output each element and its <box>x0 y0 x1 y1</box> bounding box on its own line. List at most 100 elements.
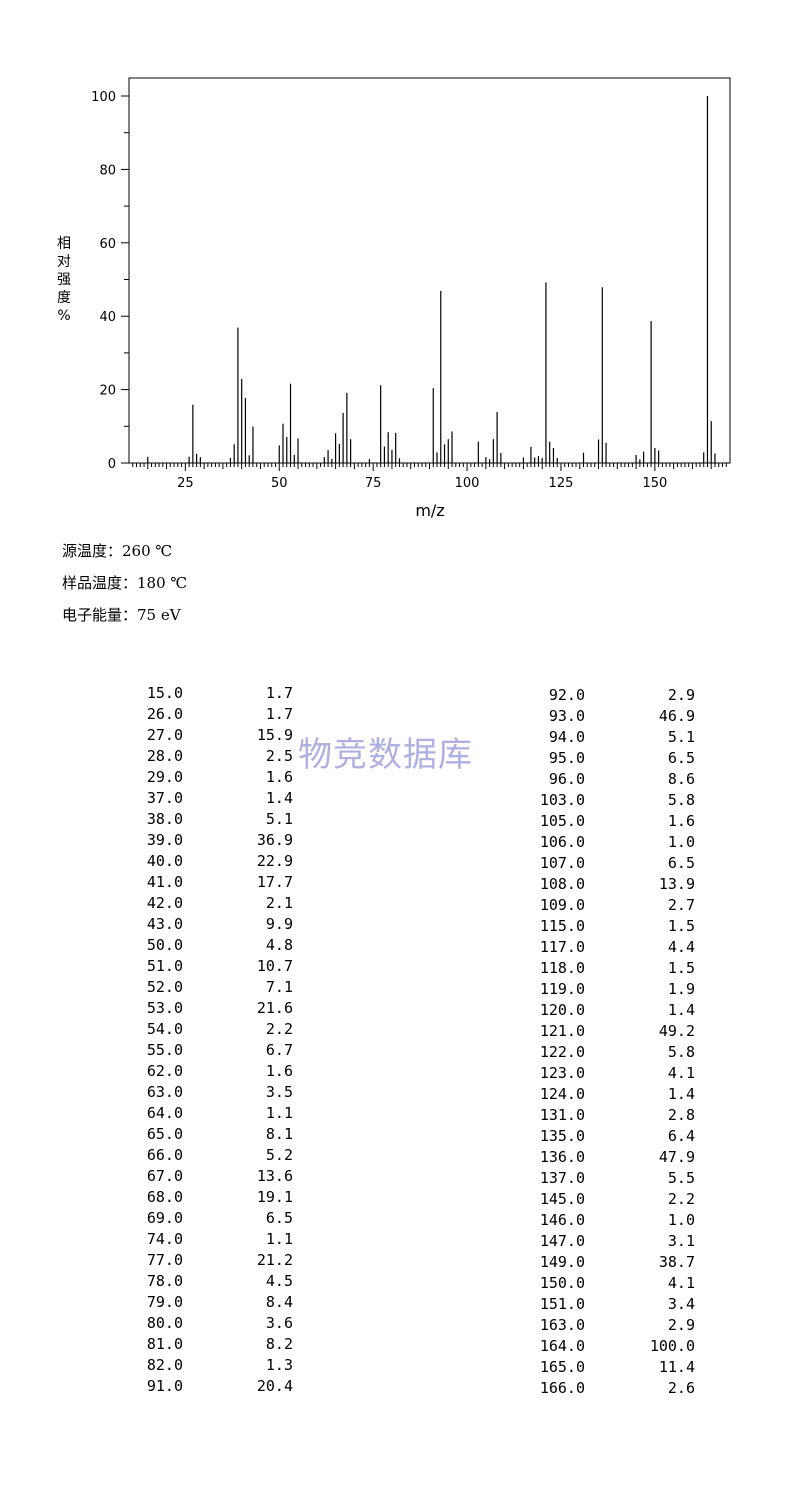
peak-mz: 43.0 <box>146 915 183 933</box>
peak-intensity: 2.5 <box>265 747 293 765</box>
peak-intensity: 1.7 <box>265 684 293 702</box>
peak-intensity: 1.5 <box>667 959 695 977</box>
peak-mz: 105.0 <box>539 812 585 830</box>
y-tick-label: 0 <box>108 457 116 472</box>
y-tick-label: 100 <box>91 90 116 105</box>
peak-intensity: 21.2 <box>256 1251 293 1269</box>
peak-mz: 103.0 <box>539 791 585 809</box>
peak-intensity: 3.1 <box>667 1232 695 1250</box>
peak-mz: 135.0 <box>539 1127 585 1145</box>
peak-intensity: 5.5 <box>667 1169 695 1187</box>
peak-intensity: 47.9 <box>658 1148 695 1166</box>
peak-intensity: 6.5 <box>667 749 695 767</box>
peak-intensity: 3.5 <box>265 1083 293 1101</box>
peak-intensity: 7.1 <box>265 978 293 996</box>
y-axis-label-char: 相 <box>57 236 71 252</box>
y-axis-label-char: 度 <box>57 290 71 306</box>
peak-intensity: 1.1 <box>265 1104 293 1122</box>
peak-intensity: 6.5 <box>265 1209 293 1227</box>
peak-intensity: 2.9 <box>667 1316 695 1334</box>
peak-mz: 40.0 <box>146 852 183 870</box>
peak-intensity: 1.7 <box>265 705 293 723</box>
peak-intensity: 3.6 <box>265 1314 293 1332</box>
y-tick-label: 40 <box>99 310 116 325</box>
peak-intensity: 13.6 <box>256 1167 293 1185</box>
peak-intensity: 6.4 <box>667 1127 695 1145</box>
peak-mz: 149.0 <box>539 1253 585 1271</box>
peak-mz: 109.0 <box>539 896 585 914</box>
peak-mz: 37.0 <box>146 789 183 807</box>
peak-mz: 145.0 <box>539 1190 585 1208</box>
y-tick-label: 20 <box>99 384 116 399</box>
peak-mz: 163.0 <box>539 1316 585 1334</box>
peak-intensity: 4.1 <box>667 1274 695 1292</box>
x-axis: 25 50 75 100 125 150 <box>132 463 727 491</box>
peak-intensity: 1.0 <box>667 1211 695 1229</box>
peak-intensity: 1.3 <box>265 1356 293 1374</box>
peak-intensity: 1.1 <box>265 1230 293 1248</box>
peak-mz: 106.0 <box>539 833 585 851</box>
peak-intensity: 2.2 <box>265 1020 293 1038</box>
peak-mz: 95.0 <box>548 749 585 767</box>
peak-mz: 137.0 <box>539 1169 585 1187</box>
peak-mz: 131.0 <box>539 1106 585 1124</box>
x-tick-label: 100 <box>455 476 480 491</box>
peak-intensity: 4.5 <box>265 1272 293 1290</box>
peak-intensity: 5.2 <box>265 1146 293 1164</box>
peak-intensity: 2.8 <box>667 1106 695 1124</box>
peak-intensity: 10.7 <box>256 957 293 975</box>
peak-mz: 41.0 <box>146 873 183 891</box>
peak-intensity: 2.7 <box>667 896 695 914</box>
x-tick-label: 75 <box>365 476 382 491</box>
peak-mz: 96.0 <box>548 770 585 788</box>
peak-intensity: 9.9 <box>265 915 293 933</box>
peak-mz: 107.0 <box>539 854 585 872</box>
peak-mz: 55.0 <box>146 1041 183 1059</box>
peak-intensity: 19.1 <box>256 1188 293 1206</box>
peak-mz: 38.0 <box>146 810 183 828</box>
peak-intensity: 49.2 <box>658 1022 695 1040</box>
electron-energy: 电子能量：75 eV <box>62 606 181 624</box>
peak-intensity: 13.9 <box>658 875 695 893</box>
peak-intensity: 3.4 <box>667 1295 695 1313</box>
peak-intensity: 15.9 <box>256 726 293 744</box>
peak-mz: 123.0 <box>539 1064 585 1082</box>
peak-intensity: 20.4 <box>256 1377 293 1395</box>
peak-mz: 119.0 <box>539 980 585 998</box>
x-tick-label: 150 <box>642 476 667 491</box>
peak-mz: 121.0 <box>539 1022 585 1040</box>
y-axis-label-char: 强 <box>57 272 71 288</box>
peak-intensity: 1.4 <box>667 1001 695 1019</box>
peak-mz: 66.0 <box>146 1146 183 1164</box>
peak-intensity: 2.1 <box>265 894 293 912</box>
y-axis-label-char: % <box>57 308 70 324</box>
peak-mz: 94.0 <box>548 728 585 746</box>
watermark: 物竞数据库 <box>298 735 473 775</box>
peak-intensity: 1.0 <box>667 833 695 851</box>
peak-intensity: 1.4 <box>265 789 293 807</box>
peak-intensity: 46.9 <box>658 707 695 725</box>
peak-mz: 51.0 <box>146 957 183 975</box>
peak-intensity: 5.1 <box>667 728 695 746</box>
peak-intensity: 21.6 <box>256 999 293 1017</box>
peak-mz: 124.0 <box>539 1085 585 1103</box>
y-axis: 0 20 40 60 80 100 <box>91 90 129 472</box>
mass-spectrum-chart: 25 50 75 100 125 150 0 20 40 60 80 100 m/z 相对强度% <box>57 77 731 520</box>
peak-intensity: 8.2 <box>265 1335 293 1353</box>
x-tick-label: 125 <box>549 476 574 491</box>
peak-intensity: 1.5 <box>667 917 695 935</box>
peak-mz: 92.0 <box>548 686 585 704</box>
peak-mz: 115.0 <box>539 917 585 935</box>
peak-intensity: 1.9 <box>667 980 695 998</box>
peak-mz: 146.0 <box>539 1211 585 1229</box>
peak-intensity: 17.7 <box>256 873 293 891</box>
peak-intensity: 4.1 <box>667 1064 695 1082</box>
y-axis-label: 相对强度% <box>57 236 71 324</box>
peak-intensity: 2.6 <box>667 1379 695 1397</box>
x-tick-label: 50 <box>271 476 288 491</box>
peak-intensity: 22.9 <box>256 852 293 870</box>
peak-mz: 166.0 <box>539 1379 585 1397</box>
peak-mz: 28.0 <box>146 747 183 765</box>
peak-mz: 62.0 <box>146 1062 183 1080</box>
peak-mz: 52.0 <box>146 978 183 996</box>
